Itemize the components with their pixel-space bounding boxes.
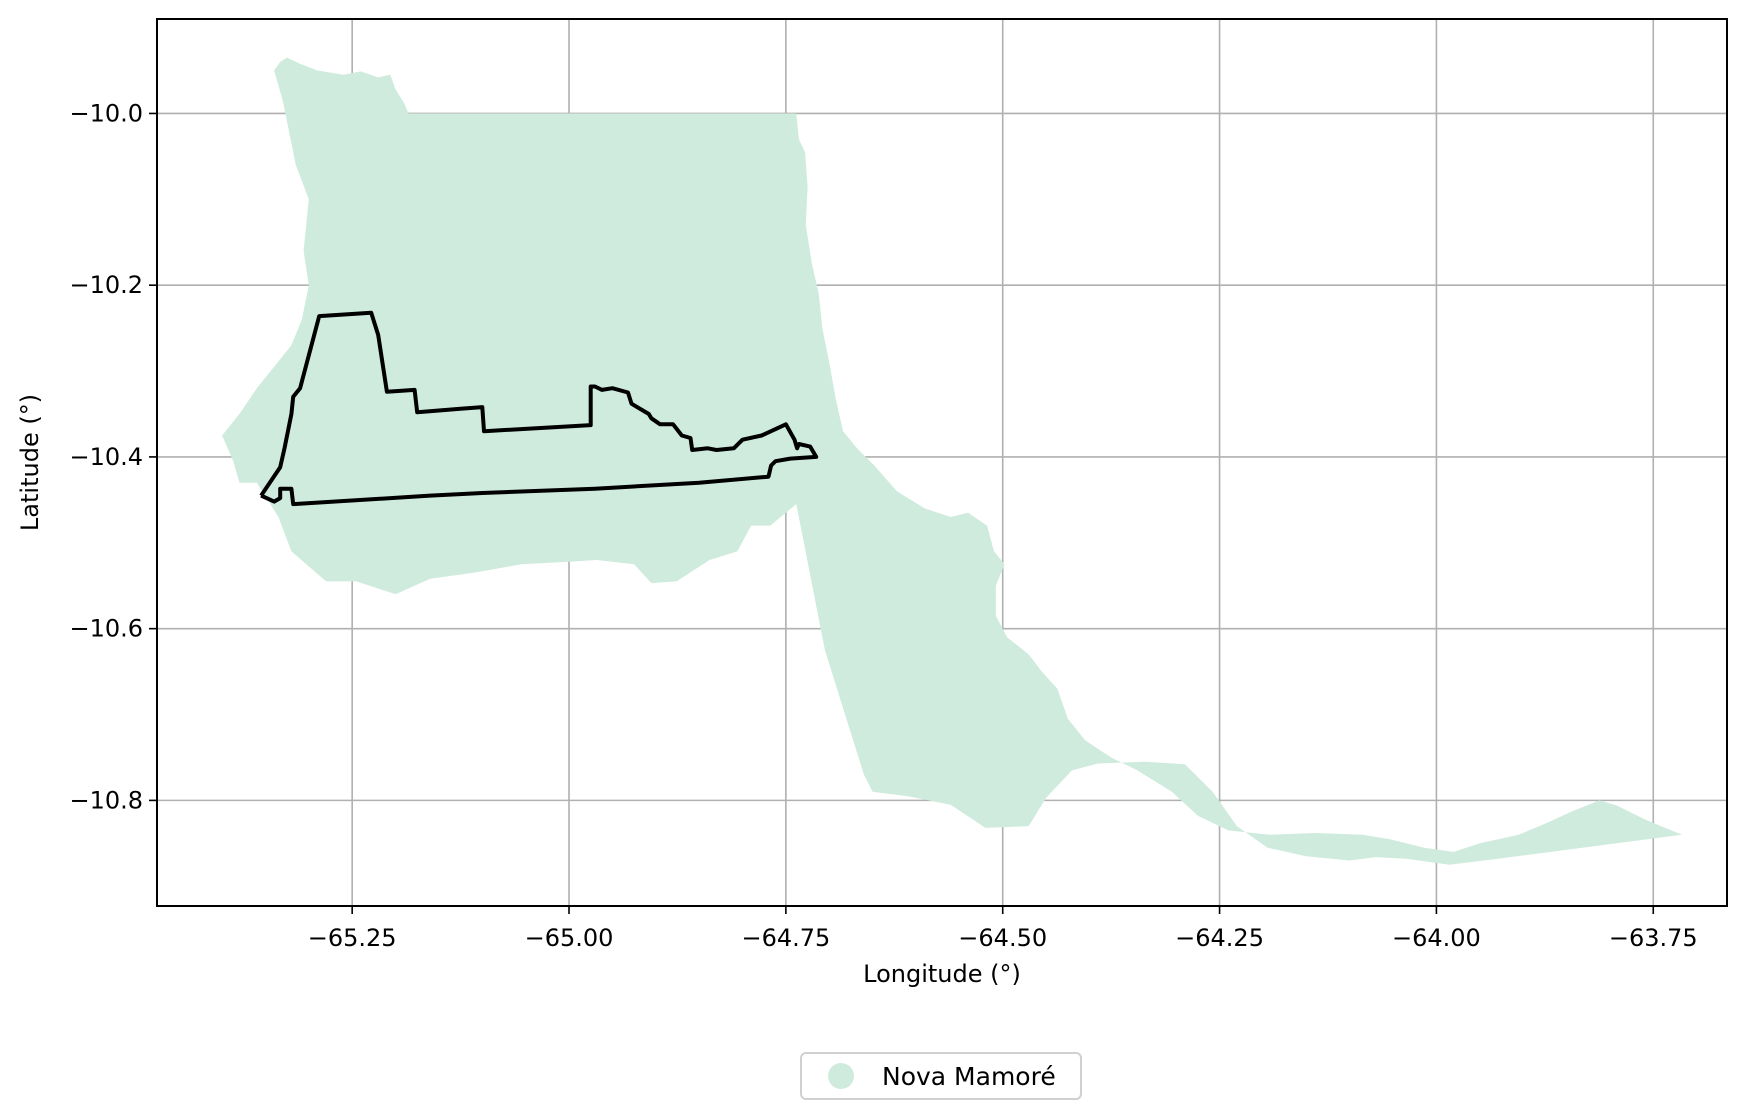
x-tick-label: −64.00	[1392, 924, 1481, 952]
x-tick-label: −63.75	[1609, 924, 1698, 952]
legend: Nova Mamoré	[800, 1052, 1082, 1100]
y-tick-label: −10.8	[69, 786, 143, 814]
x-tick-label: −64.50	[958, 924, 1047, 952]
x-tick-label: −65.25	[308, 924, 397, 952]
legend-label: Nova Mamoré	[882, 1061, 1056, 1091]
y-tick-label: −10.6	[69, 615, 143, 643]
y-tick-label: −10.4	[69, 443, 143, 471]
plot-frame	[156, 18, 1728, 907]
x-axis-label: Longitude (°)	[863, 960, 1021, 988]
x-tick-label: −64.75	[741, 924, 830, 952]
region-layer	[222, 57, 1682, 865]
legend-marker-circle	[828, 1063, 854, 1089]
tick-layer: −65.25 −65.00 −64.75 −64.50 −64.25 −64.00 −63.…	[69, 99, 1697, 952]
outline-layer	[259, 310, 819, 507]
region-nova-mamore	[222, 57, 1682, 865]
y-axis-label: Latitude (°)	[16, 394, 44, 531]
y-tick-label: −10.2	[69, 271, 143, 299]
outline-boundary	[259, 310, 819, 507]
x-tick-label: −65.00	[525, 924, 614, 952]
y-tick-label: −10.0	[69, 99, 143, 127]
x-tick-label: −64.25	[1175, 924, 1264, 952]
